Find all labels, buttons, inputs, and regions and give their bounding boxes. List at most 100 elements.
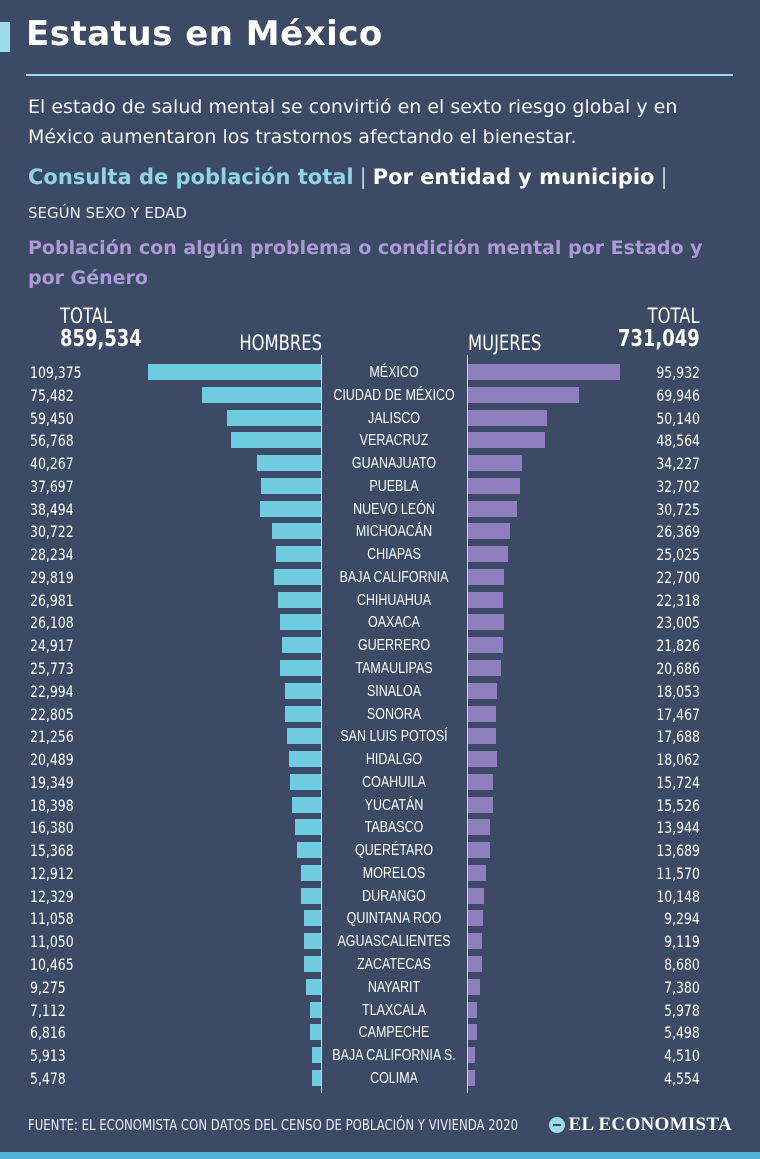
women-bar xyxy=(468,956,482,973)
women-value-label: 20,686 xyxy=(656,659,700,678)
women-bar xyxy=(468,1047,476,1064)
women-bar xyxy=(468,1001,478,1018)
women-value-label: 5,498 xyxy=(664,1023,700,1043)
series-label-men: HOMBRES xyxy=(239,331,322,355)
women-value-label: 7,380 xyxy=(664,977,700,997)
women-bar xyxy=(468,705,496,722)
men-bar xyxy=(295,819,321,836)
total-women-value: 731,049 xyxy=(618,326,700,352)
women-value-label: 5,978 xyxy=(664,1000,700,1020)
men-bar xyxy=(284,705,321,722)
state-label: TABASCO xyxy=(364,819,424,837)
state-label: CHIAPAS xyxy=(367,546,421,564)
men-bar xyxy=(226,409,321,426)
women-value-label: 30,725 xyxy=(656,499,700,519)
series-label-women: MUJERES xyxy=(468,331,542,355)
women-value-label: 13,689 xyxy=(656,841,700,861)
state-label: MICHOACÁN xyxy=(355,523,433,541)
women-bar xyxy=(468,773,493,790)
men-value-label: 20,489 xyxy=(30,750,74,770)
state-label: SONORA xyxy=(366,705,422,723)
state-label: VERACRUZ xyxy=(359,432,429,450)
state-label: BAJA CALIFORNIA xyxy=(339,568,449,586)
state-label: SINALOA xyxy=(366,682,422,700)
women-bar xyxy=(468,386,579,403)
men-value-label: 16,380 xyxy=(30,818,74,838)
men-bar xyxy=(284,682,321,699)
chart-row: 38,494 NUEVO LEÓN 30,725 xyxy=(0,498,760,521)
chart-row: 26,108 OAXACA 23,005 xyxy=(0,611,760,634)
women-bar xyxy=(468,842,490,859)
state-label: DURANGO xyxy=(362,887,426,905)
chart-title: Población con algún problema o condición… xyxy=(28,237,703,289)
separator: | xyxy=(660,165,668,189)
men-value-label: 9,275 xyxy=(30,977,66,997)
chart-row: 56,768 VERACRUZ 48,564 xyxy=(0,429,760,452)
men-value-label: 19,349 xyxy=(30,772,74,792)
men-bar xyxy=(201,386,321,403)
women-value-label: 15,724 xyxy=(656,772,700,792)
men-bar xyxy=(147,364,321,380)
women-value-label: 17,467 xyxy=(656,704,700,724)
intro-text: El estado de salud mental se convirtió e… xyxy=(28,96,678,148)
chart-row: 40,267 GUANAJUATO 34,227 xyxy=(0,452,760,475)
state-label: QUINTANA ROO xyxy=(346,910,442,928)
women-bar xyxy=(468,500,517,517)
women-bar xyxy=(468,978,480,995)
men-value-label: 29,819 xyxy=(30,567,74,587)
men-value-label: 12,912 xyxy=(30,863,74,883)
men-bar xyxy=(303,933,321,950)
women-bar xyxy=(468,887,485,904)
men-bar xyxy=(300,864,321,881)
state-label: NAYARIT xyxy=(367,978,421,996)
men-bar xyxy=(288,751,321,768)
state-label: OAXACA xyxy=(367,614,421,632)
chart-row: 22,994 SINALOA 18,053 xyxy=(0,680,760,703)
page-title: Estatus en México xyxy=(26,14,383,54)
men-bar xyxy=(278,591,321,608)
chart-row: 37,697 PUEBLA 32,702 xyxy=(0,475,760,498)
chart-row: 11,050 AGUASCALIENTES 9,119 xyxy=(0,930,760,953)
men-value-label: 11,058 xyxy=(30,909,74,929)
women-bar xyxy=(468,933,483,950)
men-value-label: 28,234 xyxy=(30,545,74,565)
men-bar xyxy=(303,910,321,927)
link-entity-municipality[interactable]: Por entidad y municipio xyxy=(372,165,655,189)
men-value-label: 25,773 xyxy=(30,659,74,678)
axis-line-women xyxy=(467,355,468,1093)
state-label: ZACATECAS xyxy=(357,956,431,974)
chart-row: 75,482 CIUDAD DE MÉXICO 69,946 xyxy=(0,384,760,407)
women-value-label: 26,369 xyxy=(656,522,700,542)
state-label: HIDALGO xyxy=(365,751,423,769)
men-bar xyxy=(304,956,321,973)
women-value-label: 11,570 xyxy=(656,863,700,883)
men-bar xyxy=(260,500,321,517)
link-population-total[interactable]: Consulta de población total xyxy=(28,165,354,189)
men-value-label: 10,465 xyxy=(30,955,74,975)
men-bar xyxy=(290,773,321,790)
women-value-label: 25,025 xyxy=(656,545,700,565)
women-bar xyxy=(468,819,491,836)
women-bar xyxy=(468,409,548,426)
women-bar xyxy=(468,864,487,881)
men-value-label: 5,913 xyxy=(30,1046,66,1066)
chart-row: 12,329 DURANGO 10,148 xyxy=(0,885,760,908)
chart-row: 6,816 CAMPECHE 5,498 xyxy=(0,1021,760,1044)
men-value-label: 24,917 xyxy=(30,636,74,656)
chart-row: 29,819 BAJA CALIFORNIA 22,700 xyxy=(0,566,760,589)
source-note: FUENTE: EL ECONOMISTA CON DATOS DEL CENS… xyxy=(28,1116,519,1134)
state-label: CAMPECHE xyxy=(358,1024,430,1042)
women-value-label: 48,564 xyxy=(656,431,700,451)
women-value-label: 23,005 xyxy=(656,613,700,633)
women-value-label: 50,140 xyxy=(656,408,700,428)
state-label: MORELOS xyxy=(362,864,426,882)
men-value-label: 30,722 xyxy=(30,522,74,542)
chart-row: 109,375 MÉXICO 95,932 xyxy=(0,361,760,384)
men-value-label: 26,981 xyxy=(30,590,74,610)
men-value-label: 6,816 xyxy=(30,1023,66,1043)
men-value-label: 37,697 xyxy=(30,476,74,496)
men-bar xyxy=(311,1047,321,1064)
women-bar xyxy=(468,682,497,699)
women-value-label: 18,062 xyxy=(656,750,700,770)
chart-row: 7,112 TLAXCALA 5,978 xyxy=(0,999,760,1022)
